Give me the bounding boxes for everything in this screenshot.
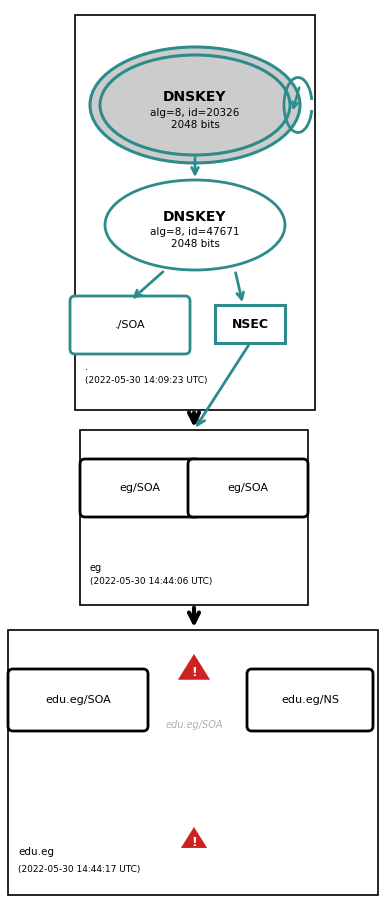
Text: eg: eg <box>90 563 102 573</box>
FancyBboxPatch shape <box>80 459 200 517</box>
Text: eg/SOA: eg/SOA <box>120 483 161 493</box>
Bar <box>8 630 378 895</box>
Text: DNSKEY: DNSKEY <box>163 90 227 104</box>
Bar <box>215 305 285 343</box>
Text: !: ! <box>191 666 197 679</box>
Polygon shape <box>176 652 212 681</box>
Ellipse shape <box>105 180 285 270</box>
Ellipse shape <box>90 47 300 163</box>
Text: edu.eg: edu.eg <box>18 847 54 857</box>
Ellipse shape <box>100 55 290 155</box>
Text: edu.eg/SOA: edu.eg/SOA <box>165 720 223 730</box>
Text: .: . <box>85 362 88 372</box>
Text: alg=8, id=20326: alg=8, id=20326 <box>150 108 240 118</box>
Bar <box>75 15 315 410</box>
Text: (2022-05-30 14:09:23 UTC): (2022-05-30 14:09:23 UTC) <box>85 376 207 385</box>
Polygon shape <box>179 825 209 849</box>
FancyBboxPatch shape <box>8 669 148 731</box>
FancyBboxPatch shape <box>70 296 190 354</box>
Text: edu.eg/SOA: edu.eg/SOA <box>45 695 111 705</box>
FancyBboxPatch shape <box>188 459 308 517</box>
Text: NSEC: NSEC <box>231 317 269 331</box>
Bar <box>80 430 308 605</box>
Text: (2022-05-30 14:44:17 UTC): (2022-05-30 14:44:17 UTC) <box>18 865 140 874</box>
FancyBboxPatch shape <box>247 669 373 731</box>
Text: edu.eg/NS: edu.eg/NS <box>281 695 339 705</box>
Text: ./SOA: ./SOA <box>115 320 145 330</box>
Text: (2022-05-30 14:44:06 UTC): (2022-05-30 14:44:06 UTC) <box>90 577 212 586</box>
Text: alg=8, id=47671: alg=8, id=47671 <box>150 227 240 237</box>
Text: !: ! <box>191 835 197 849</box>
Text: eg/SOA: eg/SOA <box>228 483 269 493</box>
Text: 2048 bits: 2048 bits <box>171 120 219 130</box>
Text: DNSKEY: DNSKEY <box>163 210 227 224</box>
Text: 2048 bits: 2048 bits <box>171 239 219 249</box>
